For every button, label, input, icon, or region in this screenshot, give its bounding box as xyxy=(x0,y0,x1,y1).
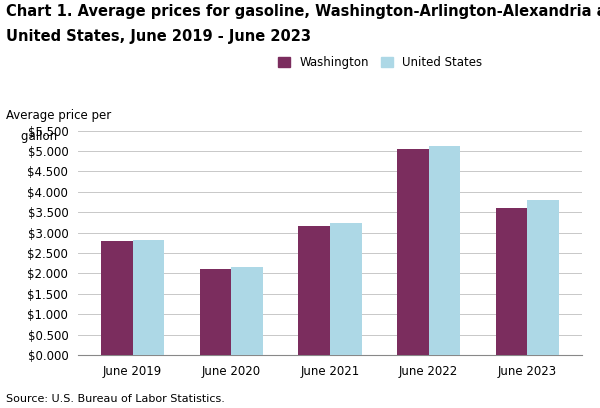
Bar xyxy=(527,200,559,355)
Bar xyxy=(200,269,231,355)
Bar xyxy=(397,149,429,355)
Text: Average price per: Average price per xyxy=(6,109,111,122)
Legend: Washington, United States: Washington, United States xyxy=(274,51,487,73)
Bar xyxy=(231,267,263,355)
Text: gallon: gallon xyxy=(6,130,57,143)
Bar xyxy=(133,240,164,355)
Bar xyxy=(496,208,527,355)
Text: Source: U.S. Bureau of Labor Statistics.: Source: U.S. Bureau of Labor Statistics. xyxy=(6,394,225,404)
Bar xyxy=(330,223,362,355)
Text: Chart 1. Average prices for gasoline, Washington-Arlington-Alexandria and: Chart 1. Average prices for gasoline, Wa… xyxy=(6,4,600,19)
Bar xyxy=(298,226,330,355)
Bar xyxy=(429,146,460,355)
Bar xyxy=(101,241,133,355)
Text: United States, June 2019 - June 2023: United States, June 2019 - June 2023 xyxy=(6,29,311,44)
